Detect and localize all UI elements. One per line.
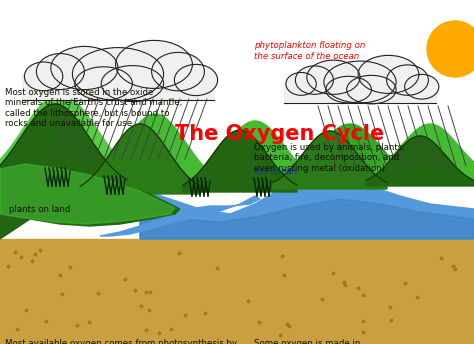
Ellipse shape	[101, 66, 164, 101]
Polygon shape	[183, 130, 297, 192]
Text: Most oxygen is stored in the oxide
minerals of the Earth's crust and mantle,
cal: Most oxygen is stored in the oxide miner…	[5, 88, 182, 128]
Polygon shape	[0, 239, 474, 344]
Text: The Oxygen Cycle: The Oxygen Cycle	[175, 124, 384, 144]
Ellipse shape	[75, 67, 132, 100]
Polygon shape	[140, 199, 474, 239]
Text: Most available oxygen comes from photosynthesis by
plants on land and phytoplank: Most available oxygen comes from photosy…	[5, 339, 252, 344]
Ellipse shape	[36, 54, 84, 89]
Ellipse shape	[295, 66, 333, 94]
Ellipse shape	[346, 75, 396, 104]
Polygon shape	[0, 104, 127, 189]
Polygon shape	[80, 124, 200, 194]
Ellipse shape	[51, 46, 118, 89]
Text: phytoplankton floating on
the surface of the ocean: phytoplankton floating on the surface of…	[254, 41, 365, 61]
Polygon shape	[100, 196, 260, 236]
Ellipse shape	[116, 40, 192, 88]
Ellipse shape	[358, 55, 419, 94]
Ellipse shape	[152, 52, 204, 91]
Polygon shape	[366, 136, 474, 186]
Ellipse shape	[174, 64, 218, 96]
Polygon shape	[273, 131, 387, 189]
Ellipse shape	[405, 74, 439, 99]
Ellipse shape	[24, 62, 63, 91]
Text: plants on land: plants on land	[9, 205, 71, 214]
Ellipse shape	[307, 60, 360, 94]
Polygon shape	[284, 124, 416, 184]
Polygon shape	[89, 114, 221, 189]
Ellipse shape	[387, 65, 428, 95]
Ellipse shape	[73, 47, 164, 100]
FancyBboxPatch shape	[284, 82, 436, 103]
Circle shape	[427, 21, 474, 77]
Ellipse shape	[286, 73, 316, 95]
Text: Oxygen is used by animals, plants,
bacteria, fire, decomposition, and
even rusti: Oxygen is used by animals, plants, bacte…	[254, 143, 404, 173]
Polygon shape	[0, 169, 180, 239]
Text: the ocean: the ocean	[254, 167, 297, 176]
Text: Some oxygen is made in
the atmosphere, when
sunlight breaks down water: Some oxygen is made in the atmosphere, w…	[254, 339, 373, 344]
Polygon shape	[140, 182, 474, 239]
Polygon shape	[192, 121, 318, 186]
Polygon shape	[0, 164, 175, 224]
FancyBboxPatch shape	[22, 74, 214, 100]
Polygon shape	[370, 124, 474, 179]
Polygon shape	[0, 94, 138, 184]
Ellipse shape	[324, 61, 396, 103]
Ellipse shape	[326, 76, 372, 103]
